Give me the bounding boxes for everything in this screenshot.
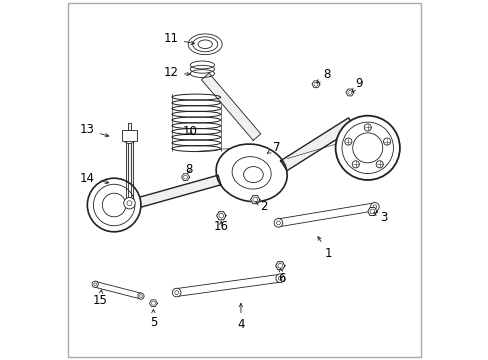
Circle shape xyxy=(364,124,370,131)
Bar xyxy=(122,130,136,141)
Text: 16: 16 xyxy=(213,220,228,233)
Polygon shape xyxy=(201,73,260,140)
Polygon shape xyxy=(367,207,376,215)
Polygon shape xyxy=(275,262,285,270)
Polygon shape xyxy=(345,89,353,96)
Circle shape xyxy=(123,131,136,144)
Text: 1: 1 xyxy=(317,237,331,260)
Polygon shape xyxy=(126,137,132,203)
Text: 11: 11 xyxy=(163,32,194,45)
Circle shape xyxy=(138,293,144,299)
Polygon shape xyxy=(127,123,131,203)
Circle shape xyxy=(172,288,181,297)
Polygon shape xyxy=(216,212,225,220)
Polygon shape xyxy=(94,282,142,299)
Circle shape xyxy=(87,178,141,232)
Text: 15: 15 xyxy=(92,290,107,307)
Circle shape xyxy=(375,161,383,168)
Circle shape xyxy=(123,198,135,209)
Polygon shape xyxy=(149,300,157,307)
Text: 6: 6 xyxy=(278,269,285,285)
Polygon shape xyxy=(311,81,319,88)
Circle shape xyxy=(274,219,282,227)
Polygon shape xyxy=(277,203,375,227)
Circle shape xyxy=(383,138,390,145)
Text: 8: 8 xyxy=(185,163,192,176)
Text: 13: 13 xyxy=(80,123,108,137)
Circle shape xyxy=(344,138,351,145)
Text: 3: 3 xyxy=(373,211,386,224)
Polygon shape xyxy=(181,174,189,181)
Circle shape xyxy=(92,281,98,287)
Ellipse shape xyxy=(216,144,286,202)
Text: 9: 9 xyxy=(351,77,362,92)
Polygon shape xyxy=(250,195,259,204)
Circle shape xyxy=(351,161,359,168)
Ellipse shape xyxy=(188,34,222,55)
Polygon shape xyxy=(128,175,221,210)
Text: 5: 5 xyxy=(149,310,157,329)
Text: 14: 14 xyxy=(80,172,108,185)
Text: 8: 8 xyxy=(316,68,330,83)
Text: 4: 4 xyxy=(237,303,244,331)
Circle shape xyxy=(370,202,378,211)
Circle shape xyxy=(275,274,284,283)
Circle shape xyxy=(335,116,399,180)
Text: 7: 7 xyxy=(267,141,280,154)
Text: 2: 2 xyxy=(255,200,267,213)
Polygon shape xyxy=(280,118,354,171)
Polygon shape xyxy=(176,274,280,296)
Text: 12: 12 xyxy=(163,66,190,79)
Text: 10: 10 xyxy=(183,125,197,138)
